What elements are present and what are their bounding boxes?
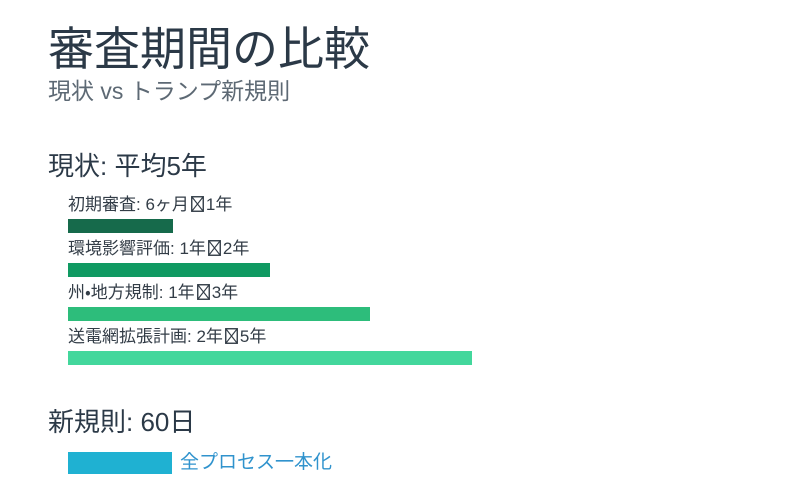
page-subtitle: 現状 vs トランプ新規則 [48,78,291,105]
duration-label-post: 3年 [211,282,239,302]
duration-label-post: 2年 [222,238,250,258]
current-section-heading: 現状: 平均5年 [48,150,207,181]
duration-bar [68,351,472,366]
duration-label-post: 1年 [205,194,233,214]
new-rule-section: 新規則: 60日 全プロセス一本化 [48,407,800,475]
duration-row-initial-review: 初期審査: 6ヶ月 1年 [68,195,800,233]
current-section: 現状: 平均5年 初期審査: 6ヶ月 1年 環境影響評価: 1年 2年 州・地方規制… [48,150,800,366]
new-rule-heading: 新規則: 60日 [48,407,196,438]
duration-label: 環境影響評価: 1年 2年 [68,239,800,258]
duration-label: 送電網拡張計画: 2年 5年 [68,327,800,346]
duration-label: 州・地方規制: 1年 3年 [68,283,800,302]
duration-label-pre: 州・地方規制: 1年 [68,282,195,302]
new-rule-bar-label: 全プロセス一本化 [180,451,333,473]
new-rule-row: 全プロセス一本化 [68,451,800,475]
duration-row-state-local-regulation: 州・地方規制: 1年 3年 [68,283,800,321]
page-title: 審査期間の比較 [48,23,370,75]
duration-row-grid-expansion-plan: 送電網拡張計画: 2年 5年 [68,327,800,366]
duration-bar [68,262,270,277]
duration-bar [68,306,370,321]
current-bars-list: 初期審査: 6ヶ月 1年 環境影響評価: 1年 2年 州・地方規制: 1年 3年 送電… [68,195,800,366]
missing-glyph-box-icon [224,328,238,344]
duration-label-pre: 初期審査: 6ヶ月 [68,194,189,214]
missing-glyph-box-icon [196,284,210,300]
duration-label: 初期審査: 6ヶ月 1年 [68,195,800,214]
missing-glyph-box-icon [207,239,221,256]
duration-row-environmental-assessment: 環境影響評価: 1年 2年 [68,239,800,277]
duration-label-post: 5年 [239,326,267,346]
new-rule-bar [68,452,172,475]
duration-label-pre: 環境影響評価: 1年 [68,238,206,258]
duration-bar [68,218,173,233]
missing-glyph-box-icon [190,195,204,212]
duration-label-pre: 送電網拡張計画: 2年 [68,326,223,346]
